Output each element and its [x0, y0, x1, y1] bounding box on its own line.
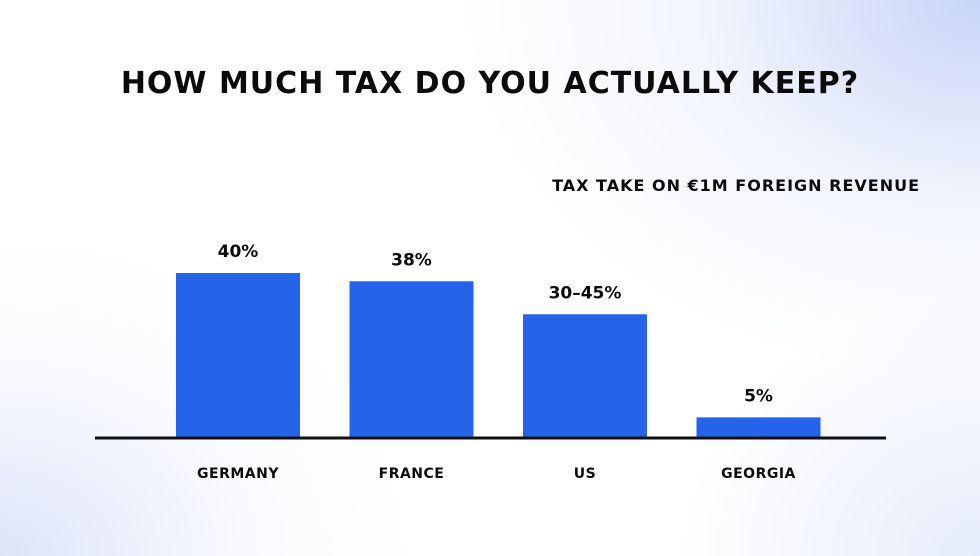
value-label-georgia: 5% — [744, 386, 773, 406]
category-label-us: US — [574, 466, 596, 482]
category-label-georgia: GEORGIA — [721, 466, 796, 482]
category-label-germany: GERMANY — [197, 466, 279, 482]
chart-subtitle: TAX TAKE ON €1M FOREIGN REVENUE — [552, 176, 920, 195]
category-labels-group: GERMANY FRANCE US GEORGIA — [197, 466, 796, 482]
value-label-us: 30–45% — [549, 283, 622, 303]
bar-us — [523, 314, 647, 438]
value-label-france: 38% — [391, 250, 432, 270]
category-label-france: FRANCE — [379, 466, 445, 482]
value-labels-group: 40% 38% 30–45% 5% — [218, 242, 773, 406]
bar-france — [349, 281, 474, 438]
value-label-germany: 40% — [218, 242, 259, 262]
bar-germany — [176, 273, 300, 438]
chart-title: HOW MUCH TAX DO YOU ACTUALLY KEEP? — [120, 66, 860, 101]
bar-georgia — [696, 417, 821, 438]
bars-group — [176, 273, 821, 438]
